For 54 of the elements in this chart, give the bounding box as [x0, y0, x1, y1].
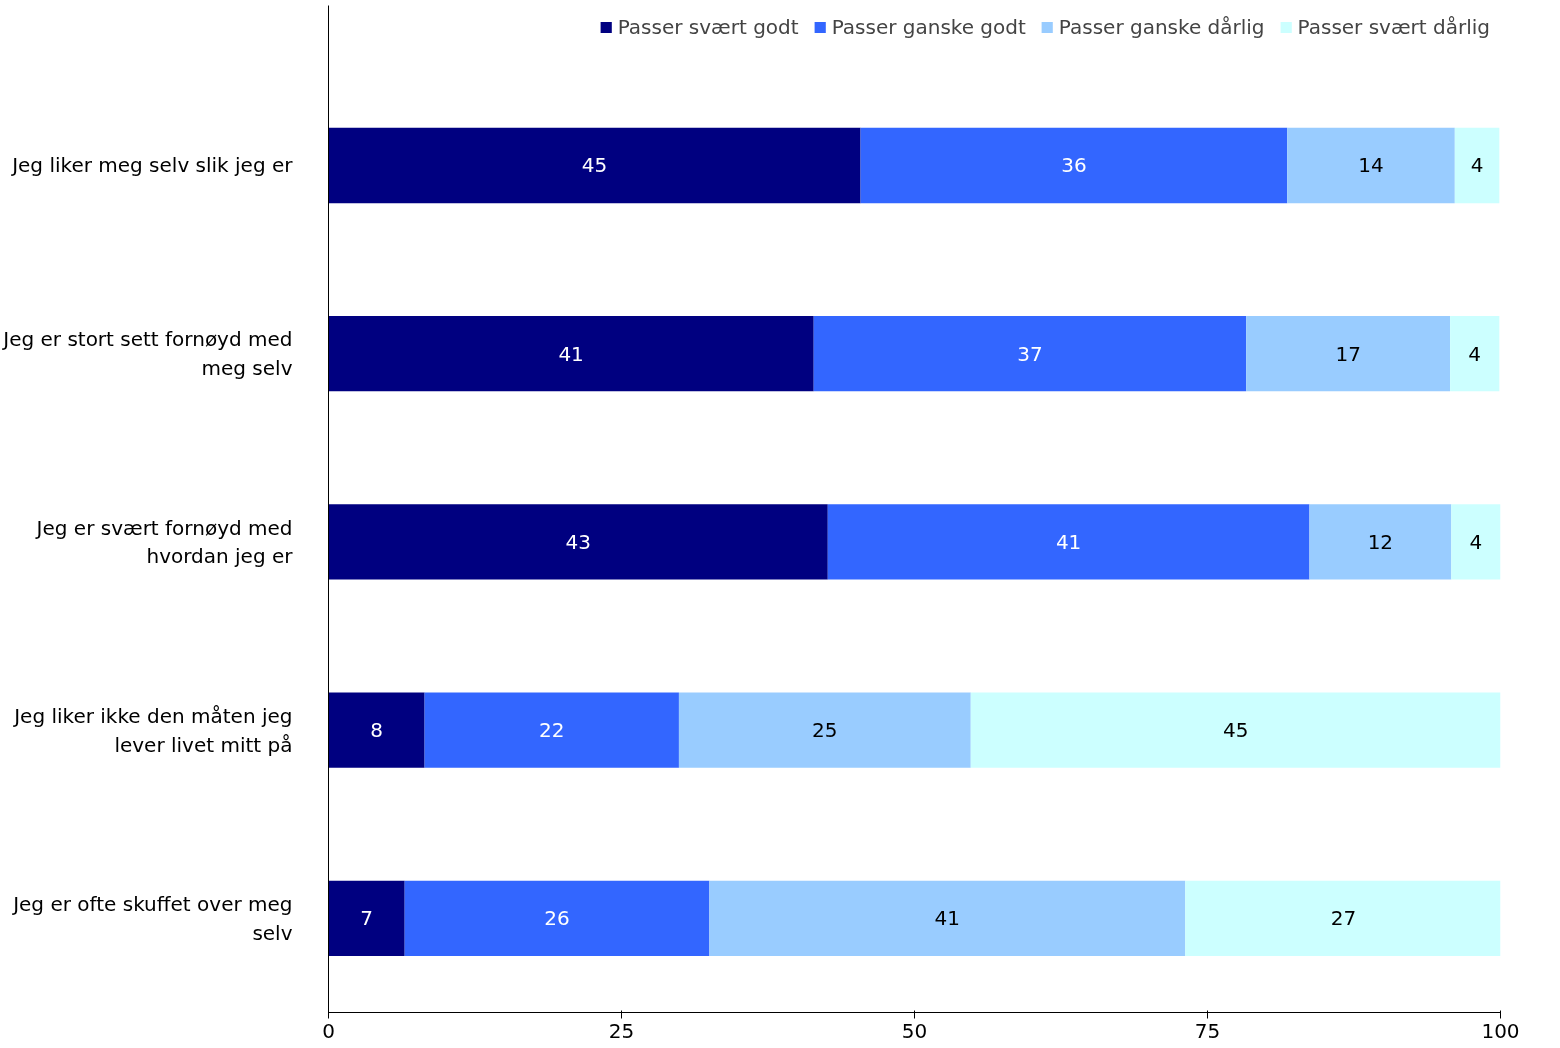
- data-label: 43: [565, 529, 591, 554]
- data-label: 17: [1335, 341, 1361, 366]
- y-tick-label: Jeg er ofte skuffet over meg selv: [11, 891, 293, 945]
- data-label: 12: [1367, 529, 1394, 554]
- bar: [1451, 504, 1501, 580]
- bar: [328, 504, 828, 580]
- bar: [328, 880, 405, 957]
- data-label: 7: [360, 906, 373, 931]
- bar: [1450, 316, 1500, 392]
- bar: [1287, 127, 1455, 204]
- data-label: 41: [1055, 529, 1082, 554]
- data-label: 45: [581, 153, 608, 178]
- bar: [1246, 316, 1451, 392]
- data-label: 41: [558, 341, 584, 366]
- data-label: 26: [544, 906, 570, 931]
- bar: [860, 127, 1288, 204]
- legend-label: Passer ganske godt: [831, 15, 1026, 39]
- bar: [1185, 880, 1501, 957]
- data-label: 41: [934, 906, 961, 931]
- y-tick-label: Jeg liker ikke den måten jeg lever livet mitt på: [12, 703, 293, 757]
- data-label: 27: [1330, 906, 1357, 931]
- y-tick-label: Jeg er svært fornøyd med hvordan jeg er: [34, 515, 294, 569]
- x-tick-label: 100: [1481, 1018, 1520, 1043]
- x-tick-label: 75: [1194, 1018, 1221, 1043]
- data-label: 22: [539, 718, 565, 743]
- data-label: 45: [1222, 718, 1249, 743]
- bar: [404, 880, 710, 957]
- bar: [328, 316, 814, 392]
- data-label: 4: [1469, 529, 1483, 554]
- bar: [678, 692, 971, 768]
- y-tick-label: Jeg liker meg selv slik jeg er: [10, 153, 294, 178]
- bar: [1454, 127, 1500, 204]
- data-label: 4: [1468, 341, 1482, 366]
- legend-label: Passer svært dårlig: [1297, 15, 1490, 39]
- data-label: 25: [812, 718, 838, 743]
- legend-label: Passer svært godt: [617, 15, 799, 39]
- x-tick-label: 25: [608, 1018, 635, 1043]
- data-label: 14: [1358, 153, 1384, 178]
- bar: [827, 504, 1310, 580]
- data-label: 37: [1017, 341, 1043, 366]
- legend-label: Passer ganske dårlig: [1058, 15, 1265, 39]
- bar: [813, 316, 1247, 392]
- bar: [424, 692, 679, 768]
- data-label: 36: [1061, 153, 1087, 178]
- bar: [328, 692, 425, 768]
- bar: [328, 127, 861, 204]
- bar: [1309, 504, 1452, 580]
- data-label: 8: [370, 718, 383, 743]
- x-tick-label: 50: [901, 1018, 928, 1043]
- bar: [709, 880, 1186, 957]
- data-label: 4: [1470, 153, 1484, 178]
- bar: [970, 692, 1501, 768]
- x-tick-label: 0: [322, 1018, 335, 1043]
- y-tick-label: Jeg er stort sett fornøyd med meg selv: [1, 327, 293, 381]
